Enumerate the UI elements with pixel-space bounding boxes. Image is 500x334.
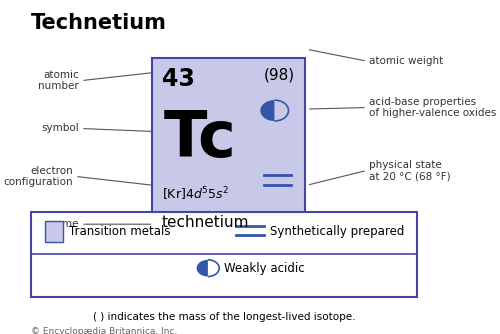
Text: symbol: symbol — [41, 124, 79, 134]
Text: (98): (98) — [264, 67, 294, 82]
Text: © Encyclopædia Britannica, Inc.: © Encyclopædia Britannica, Inc. — [30, 327, 177, 334]
Text: physical state
at 20 °C (68 °F): physical state at 20 °C (68 °F) — [369, 160, 450, 181]
FancyBboxPatch shape — [30, 212, 418, 298]
Text: Transition metals: Transition metals — [69, 224, 170, 237]
Text: [Kr]4$d^5$5$s^2$: [Kr]4$d^5$5$s^2$ — [162, 186, 229, 203]
Text: Tc: Tc — [164, 108, 236, 170]
Text: Weakly acidic: Weakly acidic — [224, 262, 304, 275]
Text: name: name — [50, 219, 79, 229]
Text: ( ) indicates the mass of the longest-lived isotope.: ( ) indicates the mass of the longest-li… — [93, 312, 355, 322]
Text: 43: 43 — [162, 67, 194, 91]
Text: Technetium: Technetium — [30, 13, 166, 33]
Wedge shape — [260, 100, 274, 121]
FancyBboxPatch shape — [44, 221, 63, 242]
Text: atomic weight: atomic weight — [369, 56, 444, 66]
Text: technetium: technetium — [162, 215, 249, 230]
Text: atomic
number: atomic number — [38, 70, 79, 92]
Text: Synthetically prepared: Synthetically prepared — [270, 224, 404, 237]
Text: electron
configuration: electron configuration — [4, 166, 73, 187]
FancyBboxPatch shape — [152, 58, 304, 238]
Wedge shape — [196, 260, 208, 277]
Text: acid-base properties
of higher-valence oxides: acid-base properties of higher-valence o… — [369, 97, 496, 118]
